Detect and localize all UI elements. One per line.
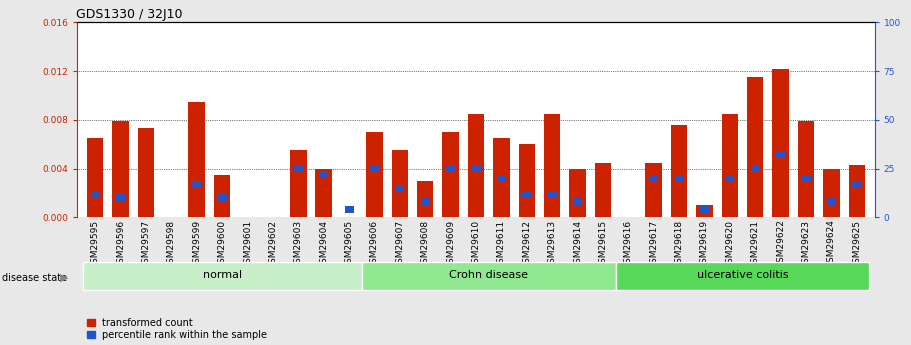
Text: GSM29615: GSM29615 bbox=[599, 219, 608, 269]
Bar bbox=[569, 169, 586, 217]
Text: GSM29625: GSM29625 bbox=[853, 219, 861, 268]
Bar bbox=[417, 181, 434, 217]
Bar bbox=[751, 165, 760, 172]
Text: GSM29620: GSM29620 bbox=[725, 219, 734, 268]
Bar bbox=[773, 69, 789, 217]
Bar bbox=[522, 190, 531, 197]
Text: GSM29614: GSM29614 bbox=[573, 219, 582, 268]
Text: GSM29596: GSM29596 bbox=[116, 219, 125, 269]
Bar bbox=[696, 205, 712, 217]
Bar bbox=[518, 144, 535, 217]
Text: GSM29599: GSM29599 bbox=[192, 219, 201, 269]
Text: GSM29601: GSM29601 bbox=[243, 219, 252, 269]
Bar bbox=[544, 114, 560, 217]
Text: GSM29597: GSM29597 bbox=[141, 219, 150, 269]
Bar bbox=[650, 175, 659, 182]
Text: GSM29605: GSM29605 bbox=[344, 219, 353, 269]
Bar bbox=[573, 198, 582, 205]
Bar bbox=[747, 77, 763, 217]
Text: GSM29624: GSM29624 bbox=[827, 219, 836, 268]
Bar bbox=[421, 198, 430, 205]
Text: GSM29621: GSM29621 bbox=[751, 219, 760, 268]
Bar bbox=[827, 198, 836, 205]
Bar bbox=[848, 165, 865, 217]
Bar bbox=[112, 121, 128, 217]
Text: GSM29623: GSM29623 bbox=[802, 219, 811, 268]
Bar bbox=[443, 132, 459, 217]
Text: GSM29604: GSM29604 bbox=[319, 219, 328, 268]
Text: GSM29598: GSM29598 bbox=[167, 219, 176, 269]
Text: GSM29609: GSM29609 bbox=[446, 219, 456, 269]
Bar bbox=[91, 190, 99, 197]
Text: GSM29606: GSM29606 bbox=[370, 219, 379, 269]
Text: GSM29618: GSM29618 bbox=[674, 219, 683, 269]
Bar bbox=[214, 175, 230, 217]
Text: ulcerative colitis: ulcerative colitis bbox=[697, 270, 788, 280]
Bar bbox=[674, 175, 683, 182]
Bar bbox=[192, 181, 201, 188]
Text: GSM29602: GSM29602 bbox=[269, 219, 278, 268]
Bar bbox=[189, 102, 205, 217]
Text: GSM29608: GSM29608 bbox=[421, 219, 430, 269]
Bar bbox=[646, 162, 662, 217]
Bar bbox=[824, 169, 840, 217]
Bar bbox=[116, 195, 125, 201]
Bar bbox=[700, 206, 709, 213]
Text: GSM29613: GSM29613 bbox=[548, 219, 557, 269]
Text: ▶: ▶ bbox=[60, 273, 68, 283]
Text: GSM29600: GSM29600 bbox=[218, 219, 227, 269]
Text: GSM29610: GSM29610 bbox=[472, 219, 480, 269]
Bar bbox=[548, 190, 557, 197]
FancyBboxPatch shape bbox=[83, 262, 362, 290]
Bar bbox=[776, 151, 785, 158]
Bar bbox=[670, 125, 687, 217]
Bar bbox=[138, 128, 154, 217]
FancyBboxPatch shape bbox=[362, 262, 616, 290]
Bar bbox=[496, 175, 506, 182]
Text: GSM29617: GSM29617 bbox=[650, 219, 659, 269]
Bar bbox=[370, 165, 379, 172]
Text: Crohn disease: Crohn disease bbox=[449, 270, 528, 280]
Bar bbox=[472, 165, 480, 172]
Bar bbox=[87, 138, 104, 217]
Bar bbox=[446, 165, 456, 172]
Text: GSM29595: GSM29595 bbox=[91, 219, 99, 269]
Text: disease state: disease state bbox=[2, 273, 67, 283]
Bar bbox=[798, 121, 814, 217]
Bar bbox=[293, 165, 302, 172]
Legend: transformed count, percentile rank within the sample: transformed count, percentile rank withi… bbox=[87, 318, 268, 340]
Bar bbox=[493, 138, 509, 217]
Text: normal: normal bbox=[202, 270, 241, 280]
Bar bbox=[366, 132, 383, 217]
Text: GSM29619: GSM29619 bbox=[700, 219, 709, 269]
Text: GDS1330 / 32J10: GDS1330 / 32J10 bbox=[76, 8, 182, 21]
Text: GSM29611: GSM29611 bbox=[496, 219, 506, 269]
Bar bbox=[802, 175, 811, 182]
Bar bbox=[344, 206, 353, 213]
Text: GSM29603: GSM29603 bbox=[293, 219, 302, 269]
Bar bbox=[392, 150, 408, 217]
Bar bbox=[595, 162, 611, 217]
Text: GSM29612: GSM29612 bbox=[522, 219, 531, 268]
Bar bbox=[315, 169, 332, 217]
Text: GSM29622: GSM29622 bbox=[776, 219, 785, 268]
Text: GSM29607: GSM29607 bbox=[395, 219, 404, 269]
Text: GSM29616: GSM29616 bbox=[624, 219, 633, 269]
Bar bbox=[853, 181, 861, 188]
Bar bbox=[290, 150, 306, 217]
Bar bbox=[467, 114, 485, 217]
Bar bbox=[722, 114, 738, 217]
FancyBboxPatch shape bbox=[616, 262, 869, 290]
Bar bbox=[319, 171, 328, 178]
Bar bbox=[218, 195, 227, 201]
Bar bbox=[725, 175, 734, 182]
Bar bbox=[395, 185, 404, 191]
